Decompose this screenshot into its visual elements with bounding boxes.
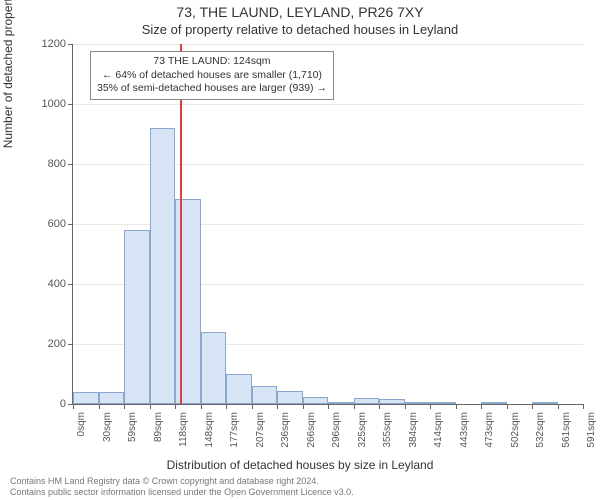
- x-tick-label: 0sqm: [76, 412, 87, 462]
- y-axis-label: Number of detached properties: [1, 0, 15, 148]
- x-tick-label: 325sqm: [357, 412, 368, 462]
- x-tick-mark: [124, 404, 125, 409]
- x-tick-label: 591sqm: [586, 412, 597, 462]
- histogram-bar: [226, 374, 252, 404]
- x-tick-label: 266sqm: [306, 412, 317, 462]
- histogram-bar: [99, 392, 125, 404]
- x-tick-label: 532sqm: [535, 412, 546, 462]
- x-tick-mark: [277, 404, 278, 409]
- x-tick-mark: [175, 404, 176, 409]
- y-tick-label: 1200: [26, 38, 66, 50]
- histogram-bar: [150, 128, 176, 404]
- x-tick-label: 561sqm: [561, 412, 572, 462]
- x-tick-mark: [252, 404, 253, 409]
- x-tick-label: 118sqm: [178, 412, 189, 462]
- x-tick-label: 414sqm: [433, 412, 444, 462]
- x-tick-label: 59sqm: [127, 412, 138, 462]
- x-tick-label: 89sqm: [153, 412, 164, 462]
- footer-line2: Contains public sector information licen…: [10, 487, 354, 498]
- grid-line: [73, 44, 583, 45]
- histogram-bar: [252, 386, 278, 404]
- y-tick-label: 0: [26, 398, 66, 410]
- y-tick-label: 200: [26, 338, 66, 350]
- x-tick-mark: [532, 404, 533, 409]
- x-tick-mark: [354, 404, 355, 409]
- chart-subtitle: Size of property relative to detached ho…: [0, 22, 600, 37]
- x-tick-label: 30sqm: [102, 412, 113, 462]
- x-tick-label: 207sqm: [255, 412, 266, 462]
- x-tick-mark: [226, 404, 227, 409]
- x-tick-mark: [456, 404, 457, 409]
- x-tick-mark: [73, 404, 74, 409]
- x-tick-mark: [303, 404, 304, 409]
- x-tick-label: 443sqm: [459, 412, 470, 462]
- chart-container: { "titles": { "line1": "73, THE LAUND, L…: [0, 0, 600, 500]
- x-tick-mark: [481, 404, 482, 409]
- histogram-bar: [328, 402, 354, 404]
- histogram-bar: [277, 391, 303, 405]
- y-tick-label: 800: [26, 158, 66, 170]
- x-tick-label: 177sqm: [229, 412, 240, 462]
- y-tick-label: 1000: [26, 98, 66, 110]
- footer-line1: Contains HM Land Registry data © Crown c…: [10, 476, 354, 487]
- x-tick-label: 296sqm: [331, 412, 342, 462]
- x-tick-mark: [583, 404, 584, 409]
- histogram-bar: [405, 402, 431, 404]
- chart-title-address: 73, THE LAUND, LEYLAND, PR26 7XY: [0, 4, 600, 20]
- histogram-bar: [201, 332, 227, 404]
- x-tick-mark: [507, 404, 508, 409]
- x-tick-mark: [201, 404, 202, 409]
- y-tick-label: 600: [26, 218, 66, 230]
- x-tick-label: 236sqm: [280, 412, 291, 462]
- x-tick-label: 473sqm: [484, 412, 495, 462]
- annotation-box: 73 THE LAUND: 124sqm ← 64% of detached h…: [90, 51, 334, 100]
- histogram-bar: [354, 398, 380, 404]
- annotation-line3: 35% of semi-detached houses are larger (…: [97, 82, 327, 96]
- footer-attribution: Contains HM Land Registry data © Crown c…: [10, 476, 354, 498]
- x-tick-mark: [379, 404, 380, 409]
- x-tick-mark: [150, 404, 151, 409]
- x-tick-label: 502sqm: [510, 412, 521, 462]
- x-tick-label: 148sqm: [204, 412, 215, 462]
- histogram-bar: [430, 402, 456, 404]
- annotation-line2: ← 64% of detached houses are smaller (1,…: [97, 69, 327, 83]
- x-tick-label: 355sqm: [382, 412, 393, 462]
- histogram-bar: [175, 199, 201, 405]
- x-tick-mark: [558, 404, 559, 409]
- grid-line: [73, 104, 583, 105]
- x-tick-mark: [430, 404, 431, 409]
- histogram-bar: [73, 392, 99, 404]
- x-tick-mark: [328, 404, 329, 409]
- histogram-bar: [379, 399, 405, 404]
- x-tick-mark: [99, 404, 100, 409]
- histogram-bar: [124, 230, 150, 404]
- annotation-line1: 73 THE LAUND: 124sqm: [97, 55, 327, 69]
- histogram-bar: [532, 402, 558, 404]
- x-tick-label: 384sqm: [408, 412, 419, 462]
- y-tick-label: 400: [26, 278, 66, 290]
- histogram-bar: [481, 402, 507, 404]
- x-tick-mark: [405, 404, 406, 409]
- histogram-bar: [303, 397, 329, 405]
